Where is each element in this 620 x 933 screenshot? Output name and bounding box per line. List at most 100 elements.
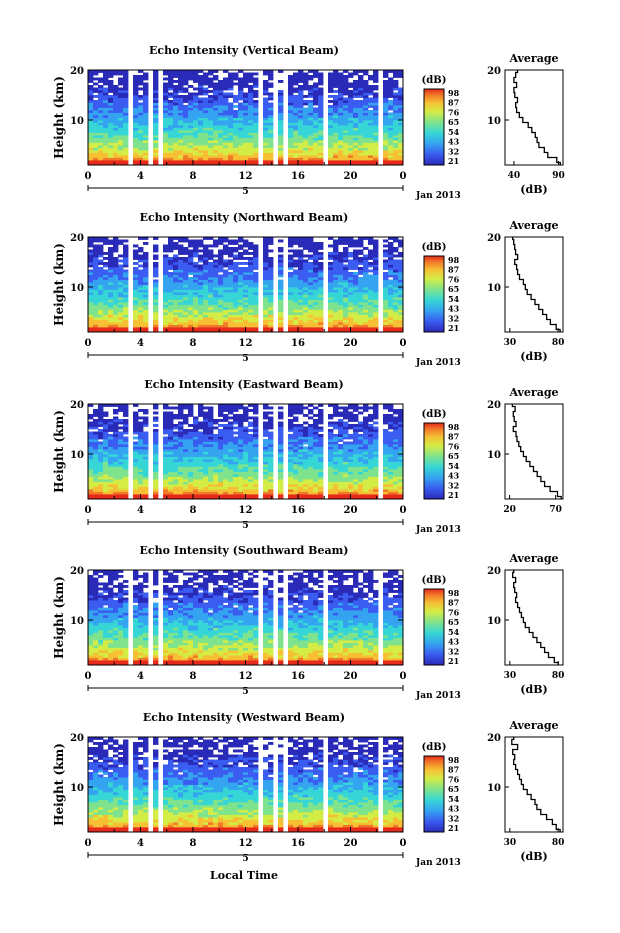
- heatmap-cell: [118, 492, 123, 495]
- heatmap-cell: [293, 262, 298, 265]
- heatmap-cell: [178, 95, 183, 98]
- heatmap-cell: [373, 85, 378, 88]
- heatmap-cell: [208, 85, 213, 88]
- heatmap-cell: [208, 310, 213, 313]
- heatmap-cell: [338, 113, 343, 116]
- x-tick-label: 20: [344, 338, 358, 349]
- heatmap-cell: [123, 312, 128, 315]
- heatmap-cell: [293, 452, 298, 455]
- heatmap-cell: [313, 300, 318, 303]
- heatmap-cell: [143, 260, 148, 263]
- heatmap-cell: [193, 290, 198, 293]
- heatmap-cell: [243, 110, 248, 113]
- heatmap-cell: [233, 494, 238, 497]
- heatmap-cell: [173, 103, 178, 106]
- heatmap-cell: [363, 482, 368, 485]
- heatmap-cell: [373, 320, 378, 323]
- heatmap-cell: [98, 487, 103, 490]
- heatmap-cell: [223, 282, 228, 285]
- heatmap-cell: [298, 472, 303, 475]
- heatmap-cell: [328, 133, 333, 136]
- heatmap-cell: [233, 467, 238, 470]
- heatmap-cell: [263, 108, 268, 111]
- heatmap-cell: [163, 105, 168, 108]
- heatmap-cell: [108, 292, 113, 295]
- heatmap-cell: [383, 469, 388, 472]
- heatmap-cell: [198, 320, 203, 323]
- heatmap-cell: [123, 317, 128, 320]
- heatmap-cell: [88, 160, 93, 163]
- heatmap-cell: [233, 135, 238, 138]
- heatmap-cell: [193, 305, 198, 308]
- heatmap-cell: [168, 494, 173, 497]
- heatmap-cell: [288, 265, 293, 268]
- heatmap-cell: [238, 277, 243, 280]
- heatmap-cell: [363, 118, 368, 121]
- heatmap-cell: [278, 108, 283, 111]
- heatmap-cell: [238, 310, 243, 313]
- heatmap-cell: [108, 143, 113, 146]
- heatmap-cell: [388, 275, 393, 278]
- heatmap-cell: [98, 260, 103, 263]
- heatmap-cell: [368, 325, 373, 328]
- heatmap-cell: [183, 315, 188, 318]
- heatmap-cell: [203, 295, 208, 298]
- heatmap-cell: [243, 120, 248, 123]
- heatmap-cell: [218, 270, 223, 273]
- heatmap-cell: [248, 312, 253, 315]
- heatmap-cell: [93, 158, 98, 161]
- heatmap-cell: [318, 464, 323, 467]
- heatmap-cell: [143, 88, 148, 91]
- heatmap-cell: [108, 327, 113, 330]
- heatmap-cell: [168, 158, 173, 161]
- heatmap-cell: [393, 143, 398, 146]
- heatmap-cell: [163, 143, 168, 146]
- heatmap-cell: [153, 113, 158, 116]
- heatmap-cell: [168, 120, 173, 123]
- heatmap-cell: [313, 155, 318, 158]
- heatmap-cell: [233, 113, 238, 116]
- heatmap-cell: [118, 459, 123, 462]
- heatmap-cell: [108, 307, 113, 310]
- heatmap-cell: [353, 255, 358, 258]
- heatmap-cell: [298, 123, 303, 126]
- heatmap-cell: [183, 459, 188, 462]
- heatmap-cell: [328, 457, 333, 460]
- heatmap-cell: [393, 457, 398, 460]
- heatmap-cell: [333, 484, 338, 487]
- heatmap-cell: [233, 295, 238, 298]
- heatmap-cell: [288, 250, 293, 253]
- heatmap-cell: [358, 115, 363, 118]
- heatmap-cell: [298, 85, 303, 88]
- heatmap-cell: [383, 93, 388, 96]
- heatmap-cell: [298, 95, 303, 98]
- heatmap-cell: [163, 482, 168, 485]
- heatmap-cell: [383, 484, 388, 487]
- heatmap-cell: [253, 257, 258, 260]
- heatmap-cell: [218, 277, 223, 280]
- heatmap-cell: [228, 315, 233, 318]
- heatmap-cell: [108, 242, 113, 245]
- heatmap-cell: [393, 255, 398, 258]
- heatmap-cell: [333, 270, 338, 273]
- heatmap-cell: [238, 78, 243, 81]
- heatmap-cell: [293, 484, 298, 487]
- heatmap-cell: [163, 479, 168, 482]
- heatmap-cell: [103, 125, 108, 128]
- heatmap-cell: [188, 320, 193, 323]
- heatmap-cell: [328, 143, 333, 146]
- heatmap-cell: [368, 240, 373, 243]
- heatmap-cell: [163, 267, 168, 270]
- heatmap-cell: [218, 105, 223, 108]
- heatmap-cell: [123, 73, 128, 76]
- heatmap-cell: [133, 320, 138, 323]
- heatmap-cell: [328, 110, 333, 113]
- heatmap-cell: [168, 73, 173, 76]
- heatmap-cell: [233, 277, 238, 280]
- heatmap-cell: [233, 105, 238, 108]
- heatmap-cell: [143, 267, 148, 270]
- heatmap-cell: [388, 272, 393, 275]
- heatmap-cell: [358, 90, 363, 93]
- heatmap-cell: [343, 317, 348, 320]
- heatmap-cell: [338, 150, 343, 153]
